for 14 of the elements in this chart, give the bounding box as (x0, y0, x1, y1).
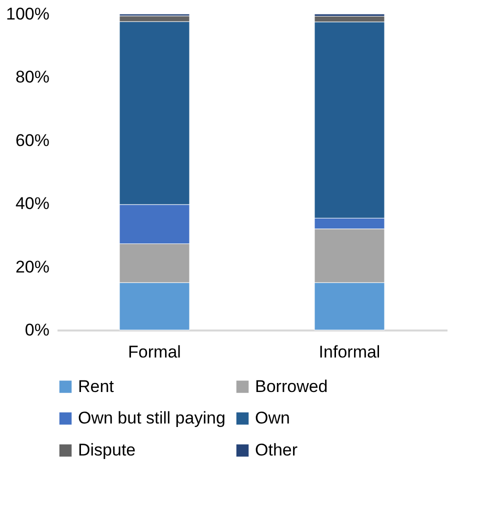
y-tick-label: 100% (6, 4, 50, 24)
x-tick-label: Formal (128, 342, 181, 362)
y-tick-label: 80% (15, 68, 50, 87)
legend-label: Dispute (78, 440, 136, 460)
legend-label: Own but still paying (78, 408, 226, 428)
y-tick-label: 40% (15, 194, 50, 214)
y-tick-label: 60% (15, 130, 50, 150)
legend-label: Rent (78, 376, 114, 396)
y-tick-label: 20% (15, 257, 50, 276)
legend-label: Own (255, 408, 290, 428)
y-tick-label: 0% (24, 320, 50, 340)
x-tick-label: Informal (318, 342, 380, 362)
legend-label: Borrowed (255, 376, 328, 396)
legend-label: Other (255, 440, 298, 460)
